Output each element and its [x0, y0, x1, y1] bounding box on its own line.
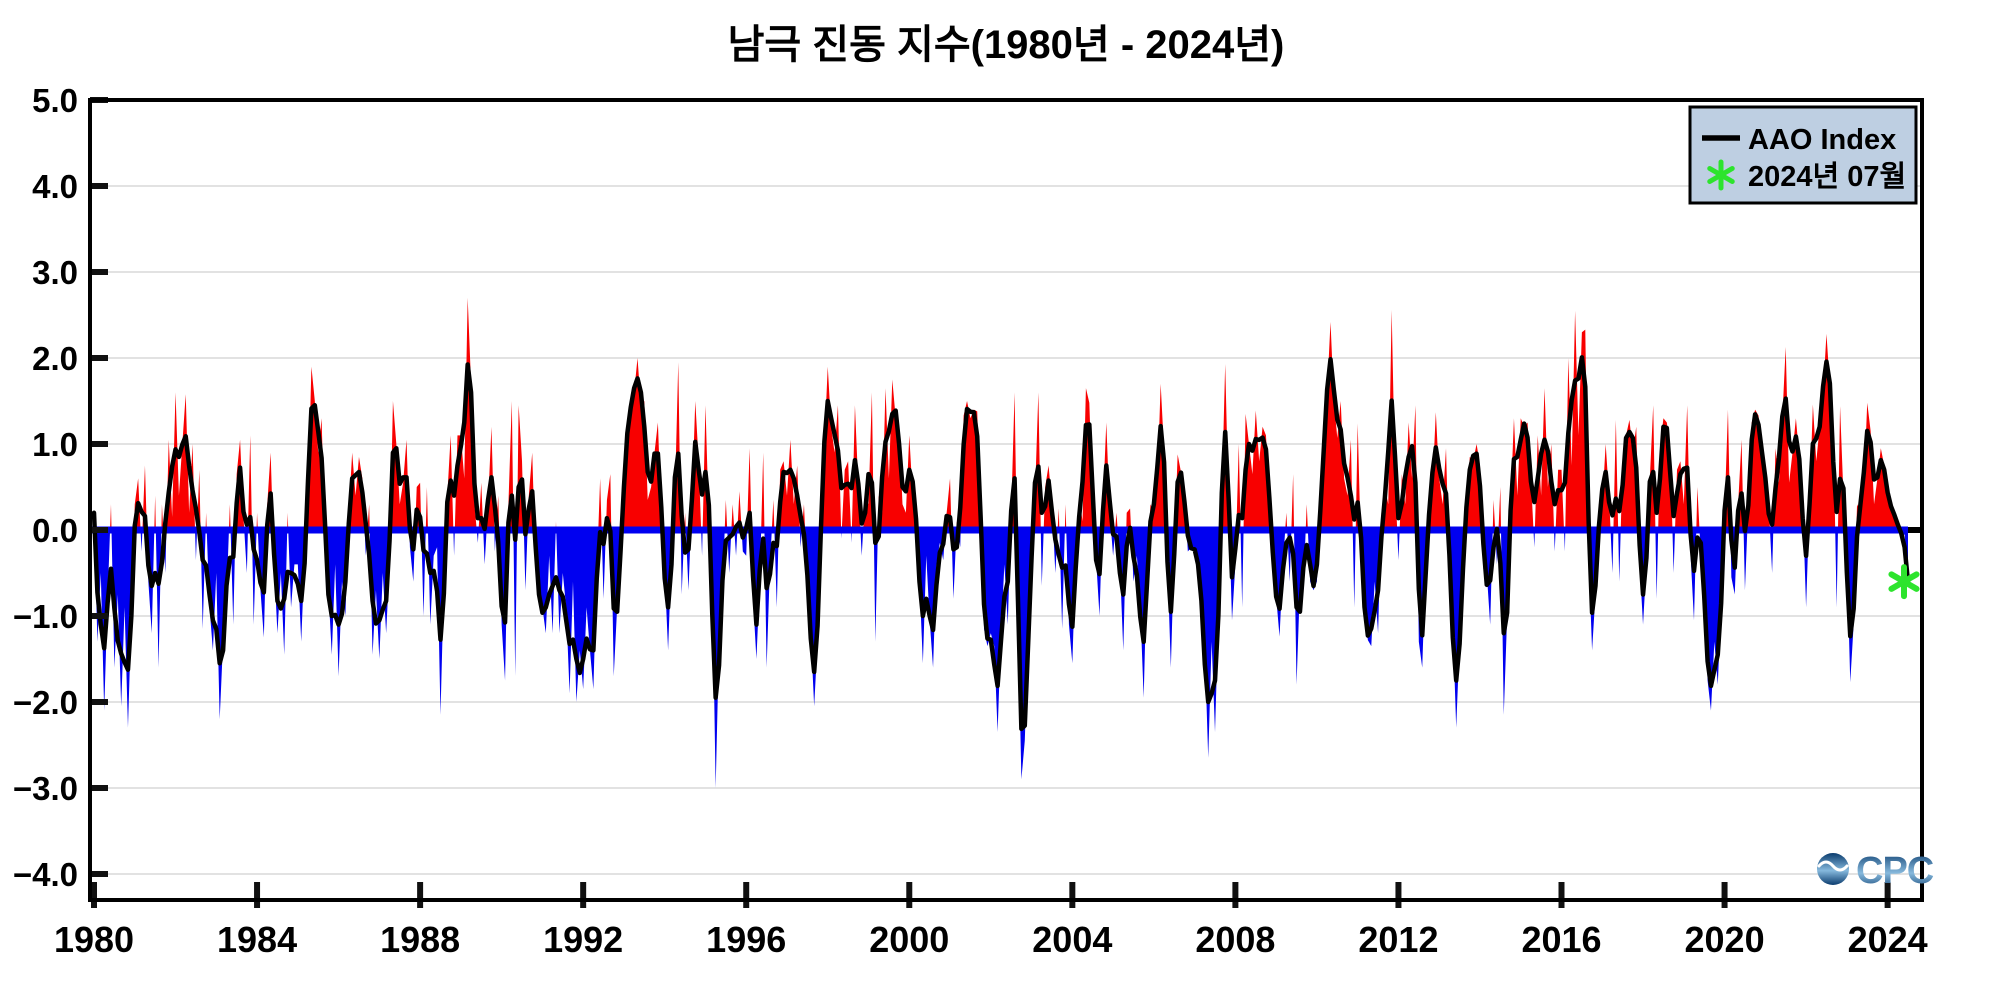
y-axis-label: −1.0 [13, 598, 78, 635]
y-axis-label: 0.0 [32, 512, 78, 549]
y-axis-label: 2.0 [32, 340, 78, 377]
legend-box [1688, 105, 1918, 205]
x-axis-label: 1996 [706, 919, 786, 960]
y-axis-label: −3.0 [13, 770, 78, 807]
x-axis-label: 2012 [1358, 919, 1438, 960]
aao-index-line [91, 355, 1911, 732]
asterisk-stroke [1707, 166, 1735, 184]
x-axis-label: 2004 [1032, 919, 1112, 960]
y-axis-label: −4.0 [13, 856, 78, 893]
legend-marker-icon [1707, 159, 1735, 191]
asterisk-stroke [1888, 571, 1920, 592]
y-axis-label: 4.0 [32, 168, 78, 205]
plot-border [88, 98, 1924, 902]
y-axis-label: −2.0 [13, 684, 78, 721]
legend-marker-label: 2024년 07월 [1748, 160, 1906, 193]
y-axis-label: 1.0 [32, 426, 78, 463]
x-axis-label: 2024 [1848, 919, 1928, 960]
chart-title: 남극 진동 지수(1980년 - 2024년) [728, 23, 1285, 67]
x-axis-label: 1984 [217, 919, 297, 960]
x-axis-label: 2008 [1195, 919, 1275, 960]
cpc-logo-text: CPC [1856, 850, 1934, 892]
x-axis-label: 2020 [1685, 919, 1765, 960]
legend-line-label: AAO Index [1748, 124, 1896, 156]
x-axis-label: 2016 [1521, 919, 1601, 960]
cpc-logo: CPC [1817, 850, 1935, 892]
legend: AAO Index 2024년 07월 [1688, 105, 1918, 205]
x-axis-label: 1980 [54, 919, 134, 960]
x-axis-label: 2000 [869, 919, 949, 960]
x-axis-label: 1992 [543, 919, 623, 960]
x-axis-label: 1988 [380, 919, 460, 960]
y-axis-label: 5.0 [32, 82, 78, 119]
july-2024-marker [1888, 564, 1920, 600]
cpc-logo-wave [1817, 860, 1849, 872]
y-axis-label: 3.0 [32, 254, 78, 291]
